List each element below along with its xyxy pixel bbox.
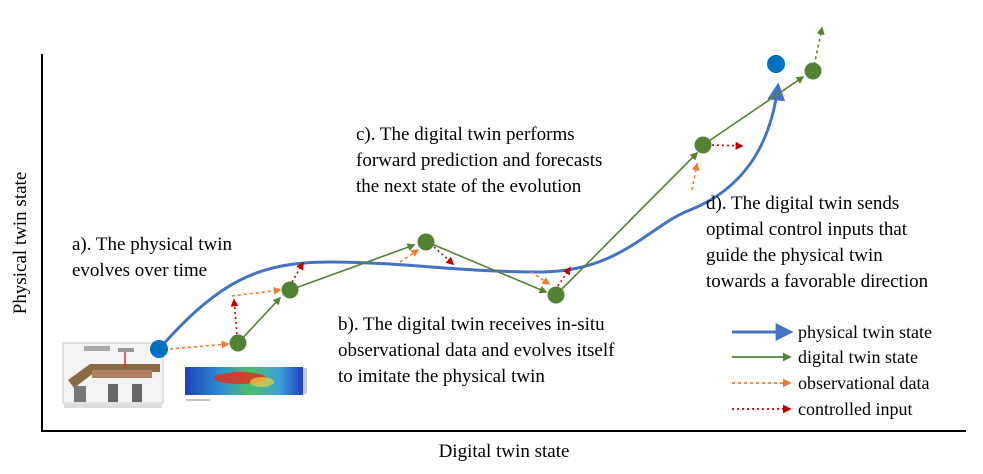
digital-segment (289, 243, 416, 291)
digital-twin-node (417, 233, 435, 251)
legend-item-digital: digital twin state (732, 347, 918, 367)
annotation-c-line-1: c). The digital twin performs (356, 124, 575, 145)
physical-twin-node (767, 55, 785, 73)
control-arrow (557, 266, 571, 287)
observational-arrow (169, 340, 230, 350)
printer-apparatus-icon (62, 342, 164, 408)
thermal-heatmap-icon (185, 367, 307, 401)
annotation-d: d). The digital twin sends optimal contr… (706, 193, 929, 292)
observational-arrow (530, 271, 551, 285)
digital-twin-node (229, 334, 247, 352)
axes: Digital twin state Physical twin state (10, 54, 966, 462)
x-axis-title: Digital twin state (439, 441, 570, 462)
digital-twin-node (804, 62, 822, 80)
nodes (150, 55, 822, 358)
annotation-c-line-2: forward prediction and forecasts (356, 150, 602, 171)
annotation-b-line-2: observational data and evolves itself (338, 340, 615, 361)
annotation-d-line-3: guide the physical twin (706, 245, 883, 266)
control-arrow (433, 246, 455, 266)
legend-item-control: controlled input (732, 399, 912, 419)
annotation-a: a). The physical twin evolves over time (72, 234, 233, 281)
digital-twin-node (547, 286, 565, 304)
annotation-c: c). The digital twin performs forward pr… (356, 124, 602, 197)
annotation-a-line-1: a). The physical twin (72, 234, 233, 255)
observational-arrow (399, 249, 420, 263)
legend-label: digital twin state (798, 347, 918, 367)
control-arrow (711, 141, 744, 150)
annotation-d-line-1: d). The digital twin sends (706, 193, 899, 214)
digital-twin-path (237, 26, 825, 344)
control-arrow (230, 298, 239, 335)
legend-item-observational: observational data (732, 373, 929, 393)
observational-arrows (169, 162, 700, 350)
annotation-d-line-2: optimal control inputs that (706, 219, 908, 240)
annotation-a-line-2: evolves over time (72, 260, 207, 281)
digital-segment (702, 76, 805, 146)
physical-twin-node (150, 340, 168, 358)
legend-label: controlled input (798, 399, 912, 419)
annotation-d-line-4: towards a favorable direction (706, 271, 929, 292)
digital-segment (237, 296, 282, 344)
control-arrow (291, 261, 304, 283)
observational-arrow (691, 162, 700, 191)
digital-segment (555, 151, 699, 296)
annotation-b: b). The digital twin receives in-situ ob… (338, 314, 615, 387)
legend-item-physical: physical twin state (732, 322, 932, 342)
digital-twin-node (694, 136, 712, 154)
y-axis-title: Physical twin state (10, 172, 31, 314)
legend-label: observational data (798, 373, 929, 393)
control-arrows (230, 141, 744, 335)
annotation-b-line-1: b). The digital twin receives in-situ (338, 314, 605, 335)
digital-segment (426, 241, 548, 294)
legend-label: physical twin state (798, 322, 932, 342)
digital-twin-node (281, 281, 299, 299)
observational-arrow (231, 286, 282, 297)
annotation-c-line-3: the next state of the evolution (356, 176, 582, 197)
annotation-b-line-3: to imitate the physical twin (338, 366, 545, 387)
legend: physical twin state digital twin state o… (732, 322, 932, 419)
